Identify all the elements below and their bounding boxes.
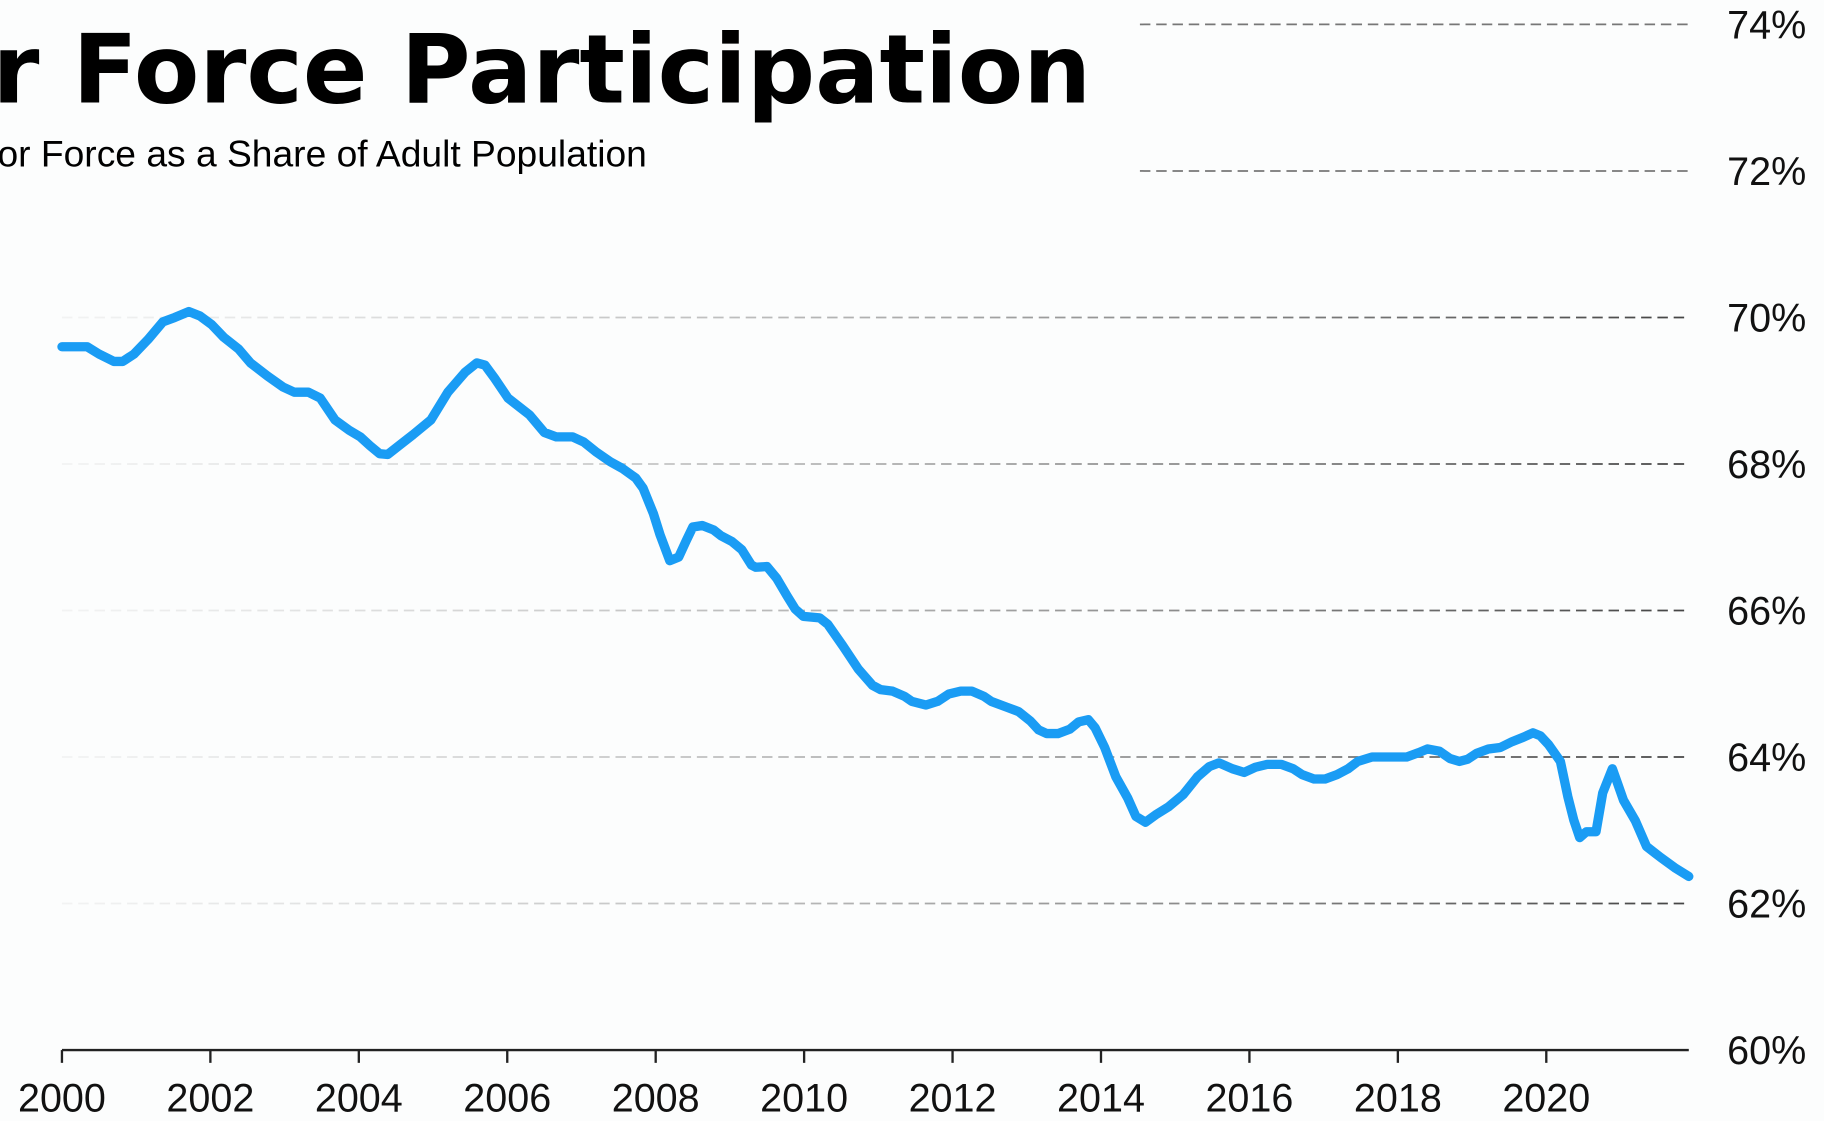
x-tick-label: 2004 (315, 1077, 403, 1121)
y-tick-label: 70% (1727, 296, 1806, 340)
x-tick-label: 2002 (166, 1077, 254, 1121)
y-tick-label: 74% (1727, 3, 1806, 47)
x-tick-label: 2014 (1057, 1077, 1145, 1121)
y-tick-label: 68% (1727, 443, 1806, 487)
y-tick-label: 66% (1727, 589, 1806, 633)
chart-subtitle: Labor Force as a Share of Adult Populati… (0, 132, 647, 174)
x-tick-label: 2012 (909, 1077, 997, 1121)
data-line (57, 306, 1694, 882)
y-tick-label: 72% (1727, 150, 1806, 194)
x-tick-label: 2018 (1354, 1077, 1442, 1121)
x-tick-label: 2010 (760, 1077, 848, 1121)
x-tick-label: 2020 (1502, 1077, 1590, 1121)
x-tick-label: 2008 (612, 1077, 700, 1121)
y-tick-label: 64% (1727, 736, 1806, 780)
x-tick-label: 2006 (463, 1077, 551, 1121)
y-tick-label: 62% (1727, 882, 1806, 926)
x-tick-label: 2000 (18, 1077, 106, 1121)
x-tick-label: 2016 (1205, 1077, 1293, 1121)
y-tick-label: 60% (1727, 1029, 1806, 1073)
chart-title: Labor Force Participation (0, 14, 1091, 125)
